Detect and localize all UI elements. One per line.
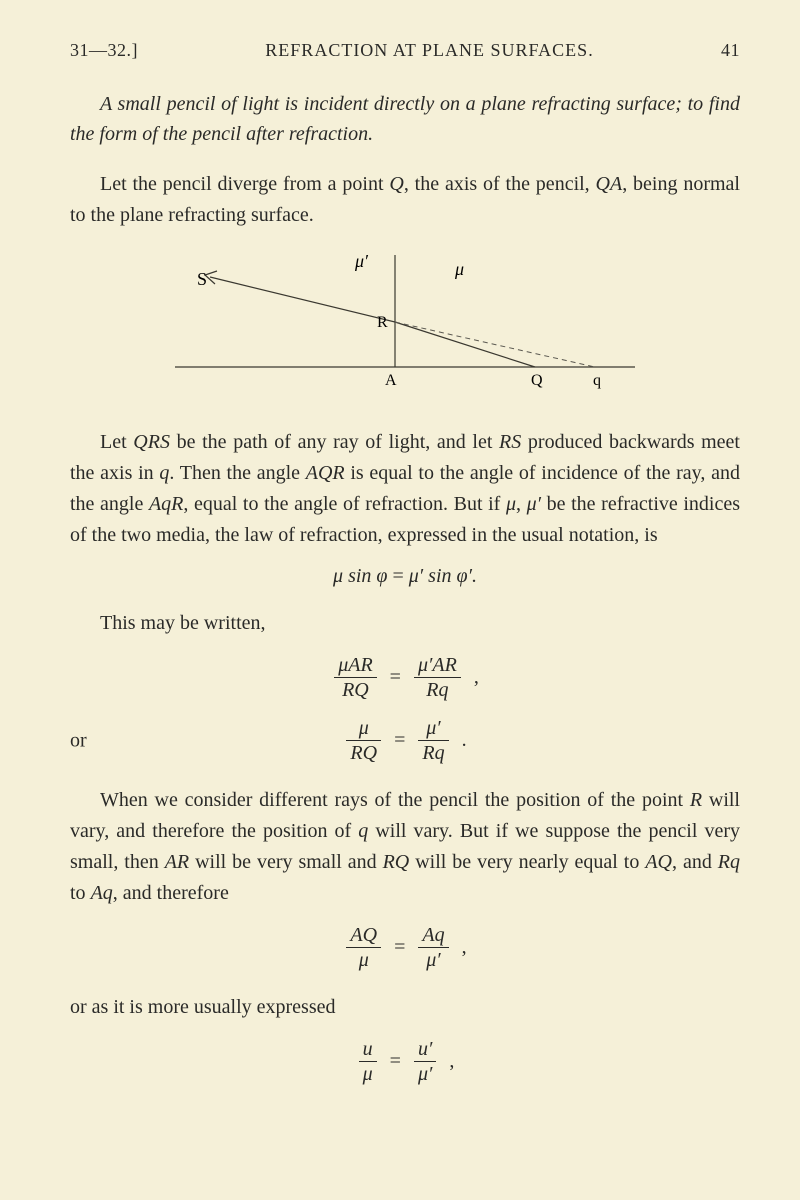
text: Let xyxy=(100,431,133,453)
sym: AqR xyxy=(149,493,183,515)
punct: , xyxy=(449,1050,454,1073)
fraction: u′ μ′ xyxy=(414,1037,436,1086)
sym: RQ xyxy=(383,851,410,873)
punct: , xyxy=(462,936,467,959)
fraction: u μ xyxy=(359,1037,377,1086)
numerator: u′ xyxy=(414,1037,436,1062)
page-header: 31—32.] REFRACTION AT PLANE SURFACES. 41 xyxy=(70,40,740,61)
equation-3: μ RQ = μ′ Rq . xyxy=(70,716,740,765)
paragraph-2: Let QRS be the path of any ray of light,… xyxy=(70,427,740,551)
equation-4: AQ μ = Aq μ′ , xyxy=(70,923,740,972)
text: , and xyxy=(672,851,718,873)
sym: AR xyxy=(165,851,189,873)
sym: R xyxy=(690,789,702,811)
denominator: μ′ xyxy=(414,1062,436,1086)
refraction-diagram: S μ′ μ R A Q q xyxy=(155,247,655,407)
fraction: Aq μ′ xyxy=(418,923,448,972)
text: , the axis of the pencil, xyxy=(404,173,596,195)
label-A: A xyxy=(385,372,397,389)
denominator: μ xyxy=(346,948,381,972)
numerator: μAR xyxy=(334,653,376,678)
text: , equal to the angle of refraction. But … xyxy=(183,493,506,515)
text: be the path of any ray of light, and let xyxy=(170,431,499,453)
or-label: or xyxy=(70,729,87,752)
sym: AQR xyxy=(306,462,345,484)
label-R: R xyxy=(377,314,388,331)
label-q: q xyxy=(593,372,601,389)
denominator: Rq xyxy=(414,678,461,702)
text: to xyxy=(70,882,91,904)
fraction: μ′AR Rq xyxy=(414,653,461,702)
sym: AQ xyxy=(645,851,672,873)
eq-sign: = xyxy=(390,1050,401,1073)
numerator: AQ xyxy=(346,923,381,948)
label-S: S xyxy=(197,269,207,289)
text: Let the pencil diverge from a point xyxy=(100,173,389,195)
numerator: u xyxy=(359,1037,377,1062)
equation-1: μ sin φ = μ′ sin φ′. xyxy=(70,565,740,588)
text: will be very nearly equal to xyxy=(409,851,645,873)
sym-Q: Q xyxy=(389,173,403,195)
eq-lhs: μ sin φ xyxy=(333,565,387,587)
sym-QA: QA xyxy=(596,173,623,195)
paragraph-3: This may be written, xyxy=(70,608,740,639)
equation-2: μAR RQ = μ′AR Rq , xyxy=(70,653,740,702)
punct: , xyxy=(474,666,479,689)
sym: QRS xyxy=(133,431,170,453)
numerator: μ xyxy=(346,716,381,741)
problem-statement: A small pencil of light is incident dire… xyxy=(70,89,740,149)
sym: Aq xyxy=(91,882,113,904)
sym: q xyxy=(358,820,368,842)
page-number: 41 xyxy=(721,40,740,61)
sym: μ′ xyxy=(527,493,541,515)
eq-rhs: μ′ sin φ′. xyxy=(409,565,477,587)
sym: Rq xyxy=(718,851,740,873)
text: . Then the angle xyxy=(169,462,305,484)
numerator: μ′AR xyxy=(414,653,461,678)
label-mu: μ xyxy=(454,259,464,279)
eq-sign: = xyxy=(394,729,405,752)
denominator: RQ xyxy=(346,741,381,765)
section-number: 31—32.] xyxy=(70,40,138,61)
text: When we consider different rays of the p… xyxy=(100,789,690,811)
sym: RS xyxy=(499,431,521,453)
refracted-ray xyxy=(395,322,535,367)
punct: . xyxy=(462,729,467,752)
eq-sign: = xyxy=(387,565,408,587)
page: 31—32.] REFRACTION AT PLANE SURFACES. 41… xyxy=(0,0,800,1140)
sym: μ xyxy=(506,493,516,515)
label-mu-prime: μ′ xyxy=(354,251,369,271)
equation-5: u μ = u′ μ′ , xyxy=(70,1037,740,1086)
text: , and therefore xyxy=(113,882,229,904)
numerator: μ′ xyxy=(418,716,448,741)
page-title: REFRACTION AT PLANE SURFACES. xyxy=(265,40,593,61)
text: will be very small and xyxy=(189,851,382,873)
label-Q: Q xyxy=(531,372,543,389)
paragraph-1: Let the pencil diverge from a point Q, t… xyxy=(70,169,740,231)
sym: q xyxy=(159,462,169,484)
denominator: RQ xyxy=(334,678,376,702)
fraction: μ′ Rq xyxy=(418,716,448,765)
eq-sign: = xyxy=(390,666,401,689)
backprojection-ray xyxy=(395,322,595,367)
paragraph-5: or as it is more usually expressed xyxy=(70,992,740,1023)
fraction: μAR RQ xyxy=(334,653,376,702)
text: , xyxy=(516,493,527,515)
numerator: Aq xyxy=(418,923,448,948)
incident-ray xyxy=(210,277,395,322)
fraction: AQ μ xyxy=(346,923,381,972)
denominator: μ′ xyxy=(418,948,448,972)
fraction: μ RQ xyxy=(346,716,381,765)
denominator: μ xyxy=(359,1062,377,1086)
eq-sign: = xyxy=(394,936,405,959)
paragraph-4: When we consider different rays of the p… xyxy=(70,785,740,909)
denominator: Rq xyxy=(418,741,448,765)
equation-3-wrapper: or μ RQ = μ′ Rq . xyxy=(70,716,740,765)
